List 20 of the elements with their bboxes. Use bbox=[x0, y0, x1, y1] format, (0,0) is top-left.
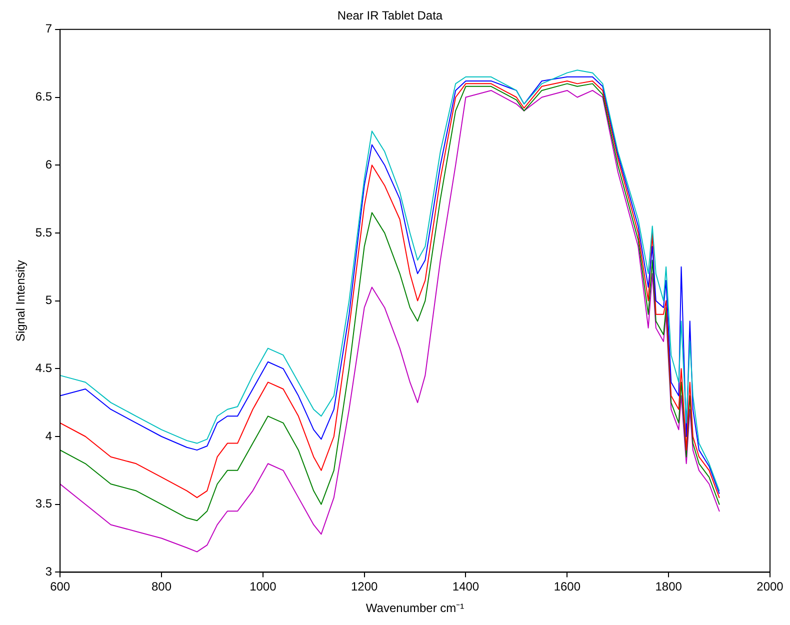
x-axis-title: Wavenumber cm⁻¹ bbox=[366, 601, 464, 616]
x-tick-label: 1800 bbox=[655, 580, 682, 594]
x-tick-label: 800 bbox=[151, 580, 172, 594]
x-tick-label: 1400 bbox=[452, 580, 480, 594]
y-tick-label: 3 bbox=[45, 564, 52, 579]
y-tick-label: 4 bbox=[45, 428, 52, 443]
x-tick-label: 2000 bbox=[756, 580, 784, 594]
y-tick-label: 7 bbox=[45, 22, 52, 36]
x-tick-label: 1200 bbox=[350, 580, 378, 594]
y-tick-label: 6 bbox=[45, 157, 52, 172]
x-tick-label: 1600 bbox=[554, 580, 581, 594]
y-tick-label: 6.5 bbox=[35, 90, 52, 104]
chart-title: Near IR Tablet Data bbox=[337, 8, 443, 23]
x-tick-label: 600 bbox=[50, 580, 70, 594]
x-tick-label: 1000 bbox=[250, 580, 277, 594]
y-tick-label: 4.5 bbox=[35, 360, 52, 375]
y-axis-title: Signal Intensity bbox=[14, 260, 28, 342]
y-tick-label: 5 bbox=[45, 293, 52, 308]
y-tick-label: 3.5 bbox=[35, 496, 52, 511]
y-tick-label: 5.5 bbox=[35, 225, 52, 240]
